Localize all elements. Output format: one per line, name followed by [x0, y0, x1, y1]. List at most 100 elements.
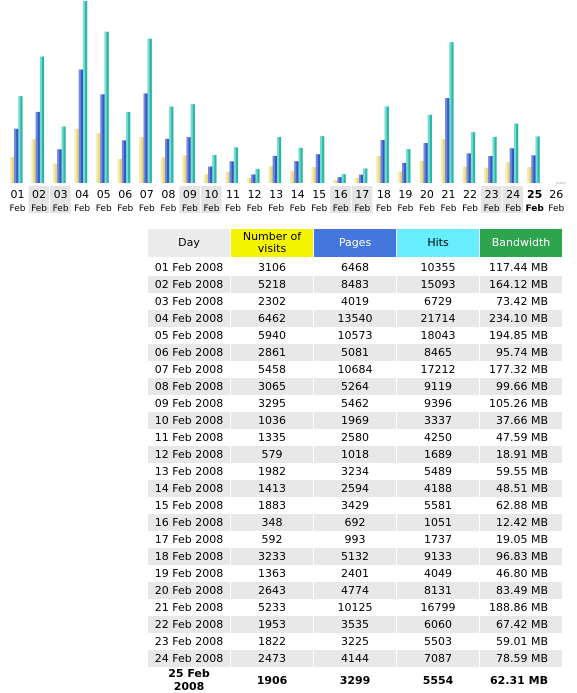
x-tick-day-22: 22 — [463, 188, 477, 201]
x-tick-day-10: 10 — [204, 188, 218, 201]
bar-visits-06 — [117, 159, 122, 183]
row-visits-cell: 592 — [231, 531, 313, 548]
x-tick-month-06: Feb — [117, 204, 133, 214]
table-row: 04 Feb 2008 6462 13540 21714 234.10 MB — [148, 310, 562, 327]
row-visits-cell: 3065 — [231, 378, 313, 395]
bar-highlight-visits-01 — [10, 156, 12, 183]
bar-hits-09 — [190, 104, 195, 183]
table-row: 07 Feb 2008 5458 10684 17212 177.32 MB — [148, 361, 562, 378]
table-row: 06 Feb 2008 2861 5081 8465 95.74 MB — [148, 344, 562, 361]
bar-pages-08 — [165, 138, 170, 183]
bar-highlight-visits-16 — [333, 180, 336, 183]
bar-highlight-visits-13 — [268, 166, 271, 183]
x-tick-month-10: Feb — [203, 204, 219, 214]
row-visits-cell: 2473 — [231, 650, 313, 667]
bar-highlight-hits-24 — [514, 123, 517, 183]
x-tick-month-22: Feb — [462, 204, 478, 214]
row-hits-cell: 1689 — [397, 446, 479, 463]
bar-highlight-hits-12 — [255, 168, 258, 183]
row-bandwidth-cell: 99.66 MB — [480, 378, 562, 395]
bar-highlight-visits-25 — [527, 167, 530, 183]
header-pages: Pages — [314, 229, 396, 259]
x-tick-month-08: Feb — [160, 204, 176, 214]
x-tick-day-19: 19 — [398, 188, 412, 201]
x-tick-day-08: 08 — [161, 188, 175, 201]
bar-highlight-hits-16 — [341, 174, 344, 183]
bar-highlight-pages-02 — [35, 111, 38, 183]
row-visits-cell: 579 — [231, 446, 313, 463]
x-tick-day-04: 04 — [75, 188, 89, 201]
table-row: 14 Feb 2008 1413 2594 4188 48.51 MB — [148, 480, 562, 497]
bar-visits-21 — [441, 139, 446, 183]
row-pages-cell: 5132 — [314, 548, 396, 565]
row-hits-cell: 4250 — [397, 429, 479, 446]
row-visits-cell: 1363 — [231, 565, 313, 582]
row-bandwidth-cell: 59.55 MB — [480, 463, 562, 480]
row-pages-cell: 4774 — [314, 582, 396, 599]
row-visits-cell: 3295 — [231, 395, 313, 412]
row-visits-cell: 1335 — [231, 429, 313, 446]
bar-highlight-pages-12 — [251, 174, 254, 183]
row-pages-cell: 1018 — [314, 446, 396, 463]
x-tick-day-25: 25 — [527, 188, 542, 201]
header-visits: Number of visits — [231, 229, 313, 259]
row-bandwidth-cell: 67.42 MB — [480, 616, 562, 633]
bar-highlight-hits-22 — [470, 132, 473, 183]
row-hits-cell: 5581 — [397, 497, 479, 514]
weekend-shade-03 — [50, 186, 71, 213]
bar-highlight-visits-14 — [290, 171, 293, 183]
table-row: 05 Feb 2008 5940 10573 18043 194.85 MB — [148, 327, 562, 344]
x-tick-month-14: Feb — [290, 204, 306, 214]
table-header-row: Day Number of visits Pages Hits Bandwidt… — [148, 229, 562, 259]
bar-pages-24 — [509, 148, 515, 183]
row-pages-cell: 3234 — [314, 463, 396, 480]
table-row: 12 Feb 2008 579 1018 1689 18.91 MB — [148, 446, 562, 463]
table-row: 25 Feb 2008 1906 3299 5554 62.31 MB — [148, 667, 562, 693]
bar-pages-06 — [121, 140, 127, 183]
row-visits-cell: 1906 — [231, 667, 313, 693]
bar-hits-06 — [126, 112, 131, 183]
weekend-shade-17 — [351, 186, 373, 213]
bar-highlight-hits-17 — [363, 168, 366, 183]
row-pages-cell: 692 — [314, 514, 396, 531]
x-tick-month-11: Feb — [225, 204, 241, 214]
row-pages-cell: 2401 — [314, 565, 396, 582]
bar-highlight-hits-21 — [449, 42, 452, 184]
bar-hits-21 — [449, 42, 454, 184]
row-pages-cell: 4019 — [314, 293, 396, 310]
row-visits-cell: 1883 — [231, 497, 313, 514]
bar-pages-25 — [531, 155, 536, 183]
row-bandwidth-cell: 47.59 MB — [480, 429, 562, 446]
row-bandwidth-cell: 12.42 MB — [480, 514, 562, 531]
table-row: 23 Feb 2008 1822 3225 5503 59.01 MB — [148, 633, 562, 650]
table-row: 13 Feb 2008 1982 3234 5489 59.55 MB — [148, 463, 562, 480]
row-bandwidth-cell: 48.51 MB — [480, 480, 562, 497]
x-tick-month-18: Feb — [376, 204, 392, 214]
bar-highlight-pages-01 — [14, 128, 17, 183]
bar-hits-08 — [169, 106, 174, 183]
bar-visits-08 — [160, 157, 166, 183]
bar-visits-05 — [96, 133, 101, 183]
bar-highlight-hits-23 — [492, 136, 495, 183]
row-pages-cell: 3535 — [314, 616, 396, 633]
row-pages-cell: 5081 — [314, 344, 396, 361]
row-bandwidth-cell: 105.26 MB — [480, 395, 562, 412]
bar-hits-05 — [104, 31, 109, 183]
row-bandwidth-cell: 188.86 MB — [480, 599, 562, 616]
weekend-shade-02 — [28, 186, 50, 213]
row-pages-cell: 10684 — [314, 361, 396, 378]
bar-highlight-pages-20 — [423, 142, 426, 183]
bar-hits-07 — [147, 38, 152, 184]
bar-highlight-pages-15 — [315, 154, 318, 183]
row-hits-cell: 10355 — [397, 259, 479, 276]
x-tick-day-05: 05 — [97, 188, 111, 201]
x-tick-month-07: Feb — [139, 204, 155, 214]
bar-highlight-visits-09 — [182, 155, 185, 183]
row-hits-cell: 9133 — [397, 548, 479, 565]
bar-highlight-visits-02 — [31, 139, 34, 183]
bar-highlight-hits-25 — [535, 136, 538, 183]
bar-visits-04 — [74, 128, 79, 183]
row-bandwidth-cell: 96.83 MB — [480, 548, 562, 565]
bar-highlight-visits-20 — [419, 160, 422, 183]
row-bandwidth-cell: 73.42 MB — [480, 293, 562, 310]
